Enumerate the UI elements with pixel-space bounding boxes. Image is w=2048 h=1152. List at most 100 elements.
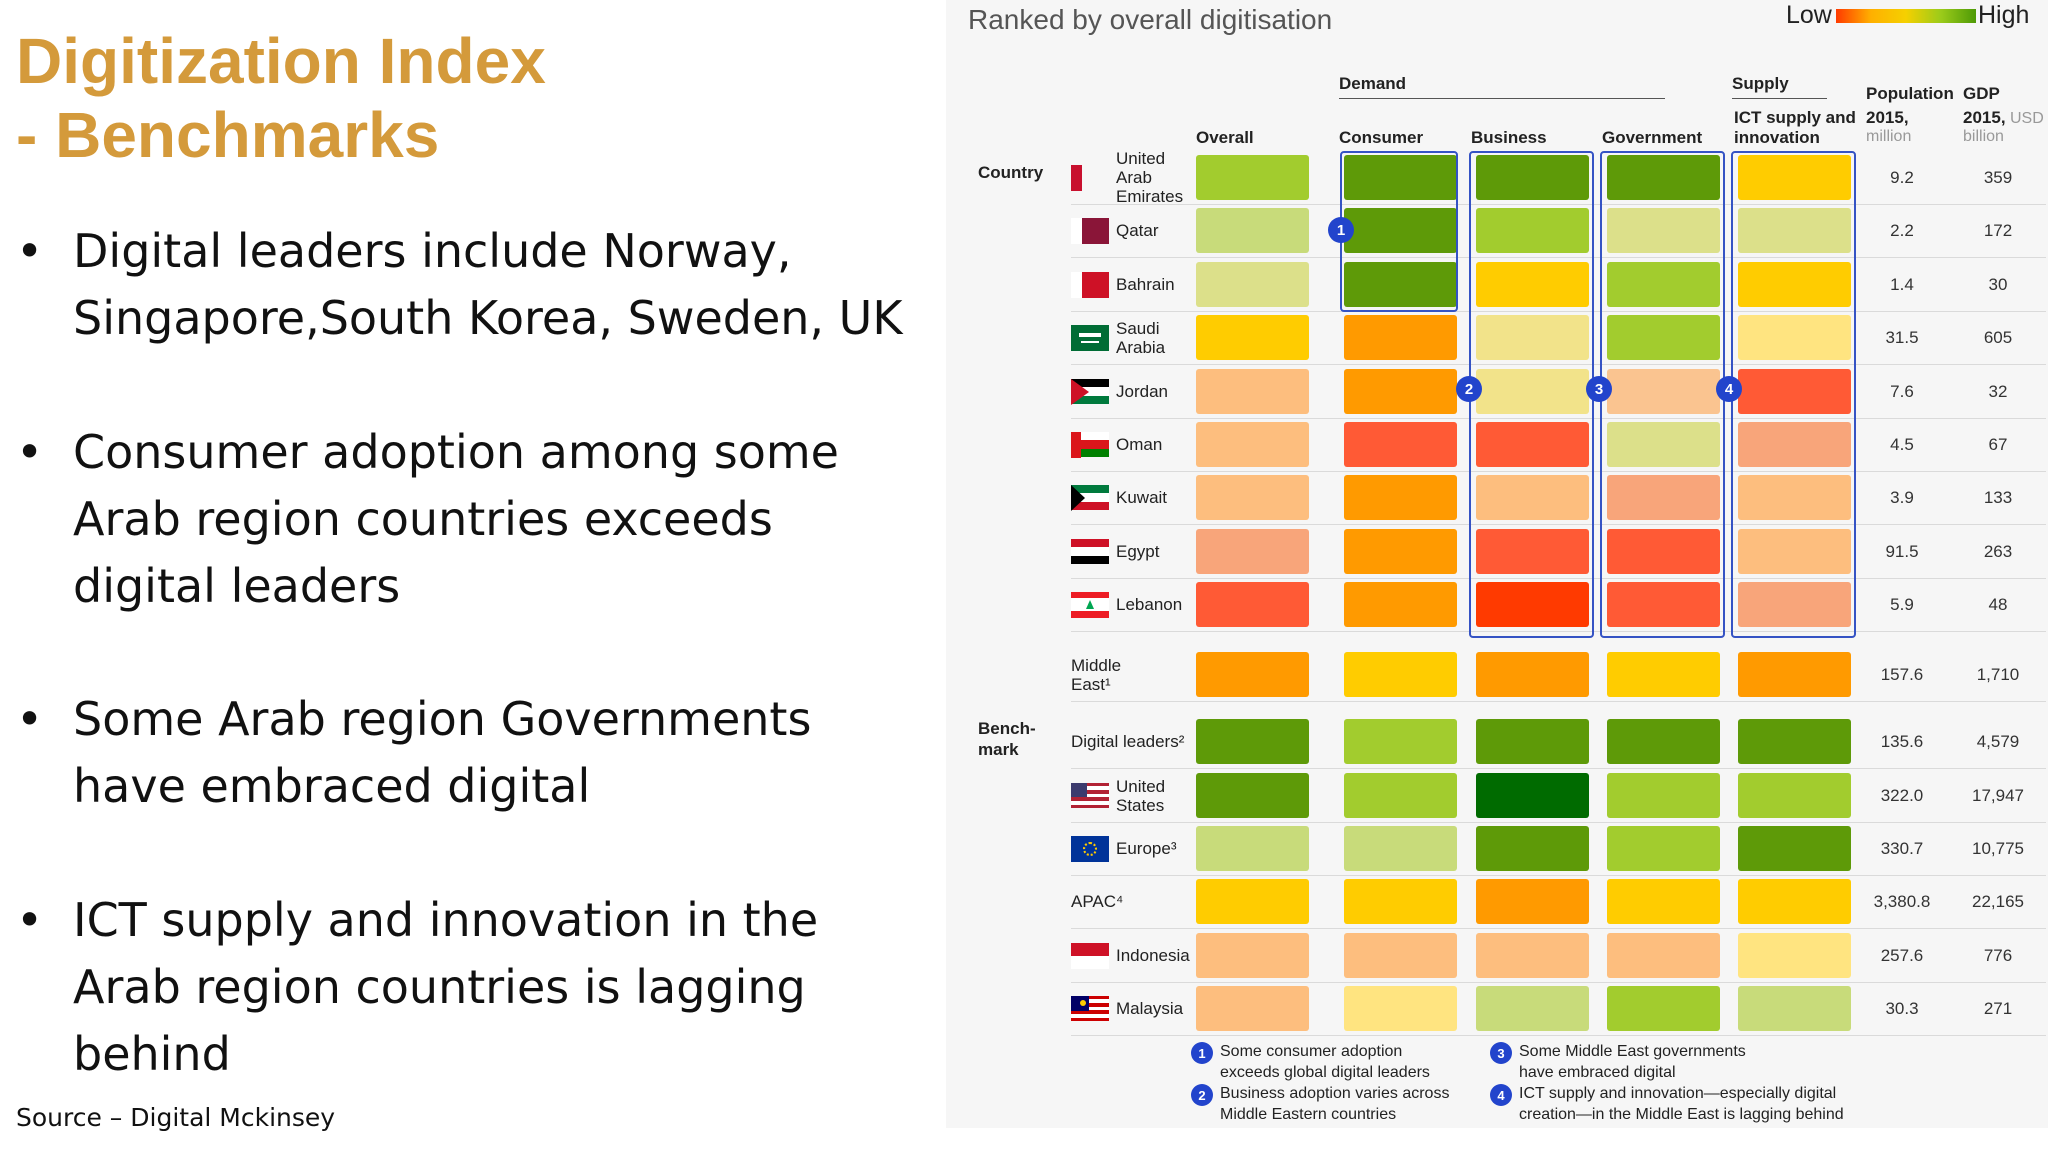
row-label-text: Malaysia [1116,999,1183,1018]
population-value: 1.4 [1890,274,1914,294]
footnote-marker: 1 [1191,1042,1213,1064]
side-label-benchmark-line1: Bench- [978,719,1036,738]
consumer-score-cell [1344,582,1457,627]
row-label-text: Europe³ [1116,839,1176,858]
slide-title: Digitization Index - Benchmarks [16,24,916,172]
government-score-cell [1607,773,1720,818]
ict-score-cell [1738,879,1851,924]
bullet-line: Arab region countries exceeds [73,492,773,546]
consumer-score-cell [1344,933,1457,978]
ict-highlight-box [1731,151,1856,638]
supply-rule [1732,98,1827,99]
government-score-cell [1607,155,1720,200]
bullet-line: have embraced digital [73,759,591,813]
footnote-line: creation—in the Middle East is lagging b… [1519,1106,1844,1123]
footnote-line: have embraced digital [1519,1064,1676,1081]
row-label: Middle East¹ [1071,645,1121,705]
legend-gradient-bar [1836,9,1976,23]
indonesia-flag-icon [1071,942,1109,969]
overall-score-cell [1196,315,1309,360]
government-score-cell [1607,529,1720,574]
row-label-line: Saudi [1116,318,1160,338]
overall-score-cell [1196,652,1309,697]
business-score-cell [1476,529,1589,574]
consumer-score-cell [1344,208,1457,253]
row-label-text: Jordan [1116,382,1168,401]
header-supply: Supply [1732,74,1789,93]
consumer-score-cell [1344,262,1457,307]
header-business: Business [1471,128,1547,147]
business-score-cell [1476,582,1589,627]
row-label-line: Arabia [1116,337,1166,357]
row-label-line: Qatar [1116,221,1159,240]
header-gdp-unit2: billion [1963,128,2004,145]
business-score-cell [1476,933,1589,978]
population-value: 157.6 [1880,664,1924,684]
ict-score-cell [1738,315,1851,360]
callout-marker: 4 [1716,376,1742,402]
ict-score-cell [1738,262,1851,307]
legend-low-label: Low [1786,1,1832,29]
row-label-text: Indonesia [1116,946,1190,965]
gdp-value: 1,710 [1976,664,2020,684]
footnote-text: Business adoption varies across Middle Ea… [1220,1083,1449,1125]
ict-score-cell [1738,582,1851,627]
row-label-line: Europe³ [1116,839,1177,858]
digitization-table-figure: Ranked by overall digitisation Low High … [946,0,2048,1128]
business-score-cell [1476,719,1589,764]
government-score-cell [1607,719,1720,764]
gdp-value: 67 [1988,434,2008,454]
business-score-cell [1476,262,1589,307]
row-label-line: States [1116,795,1165,815]
row-label: Bahrain [1071,255,1175,315]
header-gdp-line1: GDP [1963,84,2000,103]
saudi-flag-icon [1071,324,1109,351]
business-score-cell [1476,826,1589,871]
row-label: Indonesia [1071,926,1190,986]
row-label: United Arab Emirates [1071,148,1183,208]
business-score-cell [1476,986,1589,1031]
row-label: Kuwait [1071,468,1167,528]
row-label-text: Saudi Arabia [1116,319,1165,357]
row-label: Europe³ [1071,819,1176,879]
row-label-line: Middle [1071,655,1122,675]
footnote-line: Middle Eastern countries [1220,1106,1397,1123]
bullet-line: ICT supply and innovation in the [73,893,819,947]
overall-score-cell [1196,422,1309,467]
header-gdp-line2: 2015, [1963,108,2006,127]
overall-score-cell [1196,369,1309,414]
row-separator [1071,1035,2046,1036]
population-value: 330.7 [1880,838,1924,858]
row-label-text: Digital leaders² [1071,732,1184,751]
row-separator [1071,418,2046,419]
population-value: 91.5 [1885,541,1919,561]
malaysia-flag-icon [1071,995,1109,1022]
consumer-score-cell [1344,155,1457,200]
row-label-line: United [1116,149,1166,168]
header-ict-line2: innovation [1734,128,1820,147]
overall-score-cell [1196,529,1309,574]
ict-score-cell [1738,933,1851,978]
bullet-line: Consumer adoption among some [73,425,839,479]
overall-score-cell [1196,986,1309,1031]
egypt-flag-icon [1071,538,1109,565]
row-label: APAC⁴ [1071,872,1123,932]
population-value: 4.5 [1890,434,1914,454]
bullet-symbol: • [16,893,44,947]
row-label-text: Bahrain [1116,275,1175,294]
row-label-line: East¹ [1071,674,1111,694]
row-label-line: United [1116,776,1166,796]
row-label-line: Digital leaders² [1071,732,1185,751]
government-score-cell [1607,582,1720,627]
footnote-marker: 3 [1490,1042,1512,1064]
figure-subtitle: Ranked by overall digitisation [968,4,1333,35]
jordan-flag-icon [1071,378,1109,405]
bullet-symbol: • [16,425,44,479]
consumer-score-cell [1344,652,1457,697]
overall-score-cell [1196,773,1309,818]
row-separator [1071,578,2046,579]
row-label-text: United States [1116,777,1165,815]
government-score-cell [1607,315,1720,360]
ict-score-cell [1738,529,1851,574]
row-label-line: APAC⁴ [1071,892,1124,911]
